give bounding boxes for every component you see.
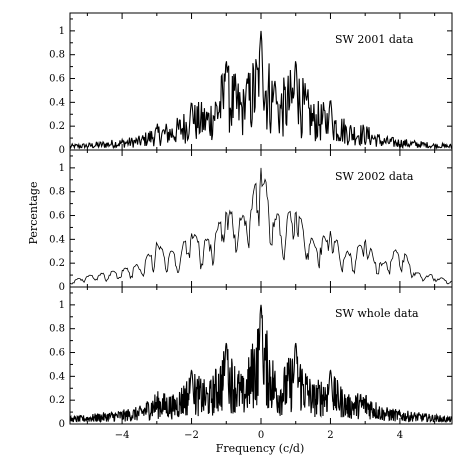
x-axis-label: Frequency (c/d) (216, 442, 304, 455)
y-tick-label: 0 (59, 419, 65, 430)
series-line (69, 167, 453, 285)
panel-3: 0 0.2 0.4 0.6 0.8 1 SW whole data (49, 286, 453, 430)
y-tick-label: 0.6 (49, 74, 65, 85)
y-tick-label: 0.2 (49, 121, 65, 132)
x-tick-label: 2 (327, 430, 333, 441)
y-tick-label: 0.8 (49, 187, 65, 198)
panel-2: 0 0.2 0.4 0.6 0.8 1 SW 2002 data (49, 149, 453, 293)
y-tick-label: 0.6 (49, 211, 65, 222)
y-tick-label: 0.2 (49, 395, 65, 406)
series-line (69, 30, 453, 150)
y-tick-label: 0.4 (49, 371, 65, 382)
y-tick-label: 0.2 (49, 258, 65, 269)
panel-title: SW whole data (335, 307, 419, 320)
y-tick-label: 0.4 (49, 234, 65, 245)
y-tick-label: 1 (59, 26, 65, 37)
x-tick-label: 4 (397, 430, 403, 441)
y-tick-label: 0 (59, 282, 65, 293)
panel-title: SW 2001 data (335, 33, 414, 46)
series-line (69, 304, 453, 423)
y-axis-label: Percentage (27, 182, 40, 245)
panel-1: 0 0.2 0.4 0.6 0.8 1 SW 2001 data (49, 12, 453, 156)
x-tick-label: −2 (184, 430, 199, 441)
y-tick-label: 0.8 (49, 324, 65, 335)
x-tick-label: 0 (258, 430, 264, 441)
x-tick-label: −4 (115, 430, 130, 441)
y-tick-label: 1 (59, 163, 65, 174)
panels-group: 0 0.2 0.4 0.6 0.8 1 SW 2001 data 0 0.2 0.4 0.6 0.8 1… (49, 12, 453, 441)
panel-title: SW 2002 data (335, 170, 414, 183)
y-tick-label: 0.6 (49, 348, 65, 359)
y-tick-label: 0.4 (49, 97, 65, 108)
y-tick-label: 0.8 (49, 50, 65, 61)
y-tick-label: 1 (59, 300, 65, 311)
y-tick-label: 0 (59, 145, 65, 156)
